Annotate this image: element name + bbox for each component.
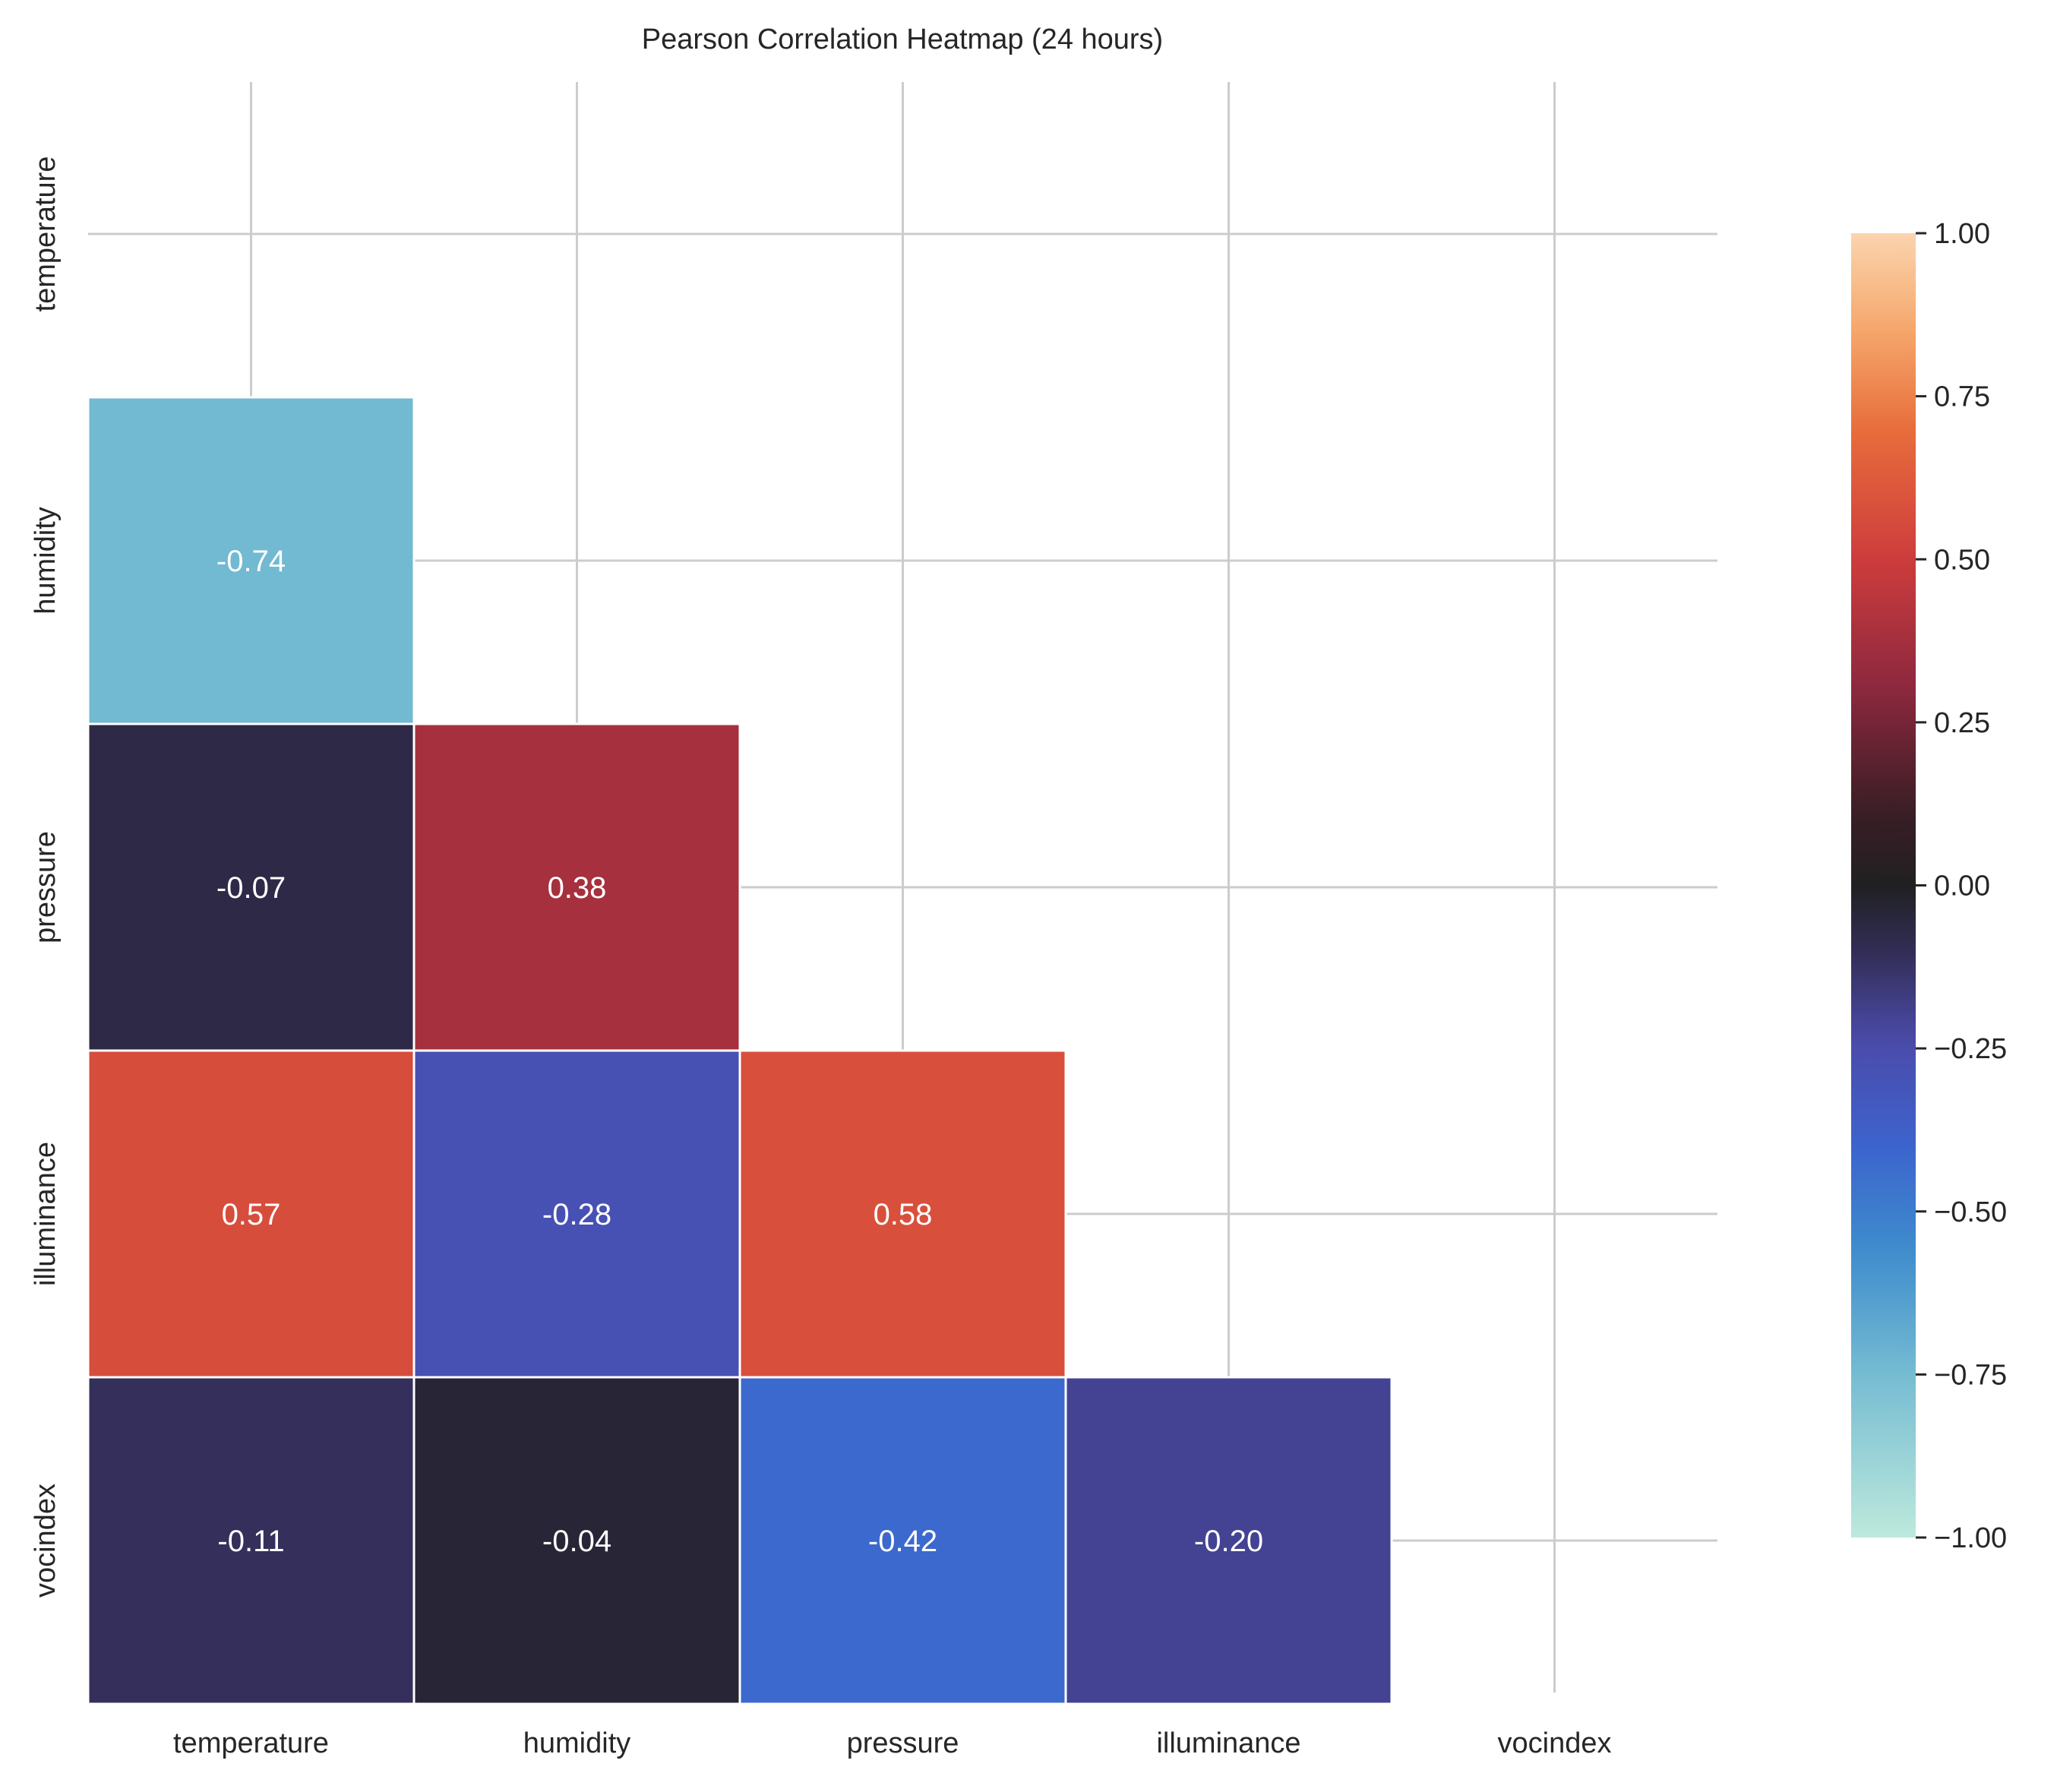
cell-value-label: -0.07 — [216, 871, 286, 905]
colorbar-tick-label: −0.50 — [1934, 1196, 2007, 1228]
heatmap-cell — [738, 1049, 1067, 1379]
colorbar-tick-label: 0.50 — [1934, 544, 1990, 576]
heatmap-cell — [87, 1376, 416, 1705]
cell-value-label: 0.57 — [222, 1198, 281, 1231]
x-tick-label: humidity — [523, 1727, 631, 1759]
cell-value-label: -0.28 — [542, 1198, 611, 1231]
y-tick-label: pressure — [30, 831, 62, 943]
x-tick-labels: temperature humidity pressure illuminance vo… — [173, 1727, 1611, 1759]
cell-labels: -0.74 -0.07 0.38 0.57 -0.28 0.58 -0.11 -0.04 -0.… — [216, 545, 1263, 1558]
colorbar-tick-label: 0.75 — [1934, 381, 1990, 413]
heatmap-cell — [87, 396, 416, 725]
heatmap-cell — [1064, 1376, 1393, 1705]
colorbar-gradient — [1851, 233, 1916, 1538]
x-tick-label: vocindex — [1498, 1727, 1612, 1759]
heatmap-cells — [87, 396, 1393, 1705]
colorbar-tick-label: −0.75 — [1934, 1359, 2007, 1391]
x-tick-label: temperature — [173, 1727, 329, 1759]
cell-value-label: -0.04 — [542, 1525, 611, 1558]
chart-title: Pearson Correlation Heatmap (24 hours) — [642, 24, 1163, 55]
heatmap-cell — [412, 1049, 741, 1379]
y-tick-label: illuminance — [30, 1142, 62, 1286]
y-tick-labels: temperature humidity pressure illuminance vo… — [30, 156, 62, 1598]
cell-value-label: 0.38 — [548, 871, 607, 905]
colorbar-tick-label: −1.00 — [1934, 1522, 2007, 1554]
colorbar-tick-label: 0.00 — [1934, 871, 1990, 902]
cell-value-label: -0.11 — [217, 1525, 284, 1558]
cell-value-label: -0.20 — [1194, 1525, 1263, 1558]
y-tick-label: temperature — [30, 156, 62, 312]
y-tick-label: humidity — [30, 507, 62, 615]
y-tick-label: vocindex — [30, 1484, 62, 1598]
heatmap-cell — [412, 1376, 741, 1705]
heatmap-cell — [738, 1376, 1067, 1705]
heatmap-cell — [87, 722, 416, 1052]
cell-value-label: -0.42 — [868, 1525, 937, 1558]
heatmap-cell — [87, 1049, 416, 1379]
colorbar: 1.00 0.75 0.50 0.25 0.00 −0.25 −0.50 −0.75 −1.00 — [1851, 218, 2007, 1554]
colorbar-tick-label: −0.25 — [1934, 1033, 2007, 1065]
cell-value-label: -0.74 — [216, 545, 286, 578]
colorbar-tick-label: 0.25 — [1934, 707, 1990, 739]
cell-value-label: 0.58 — [874, 1198, 933, 1231]
x-tick-label: pressure — [847, 1727, 959, 1759]
x-tick-label: illuminance — [1156, 1727, 1300, 1759]
colorbar-tick-label: 1.00 — [1934, 218, 1990, 250]
